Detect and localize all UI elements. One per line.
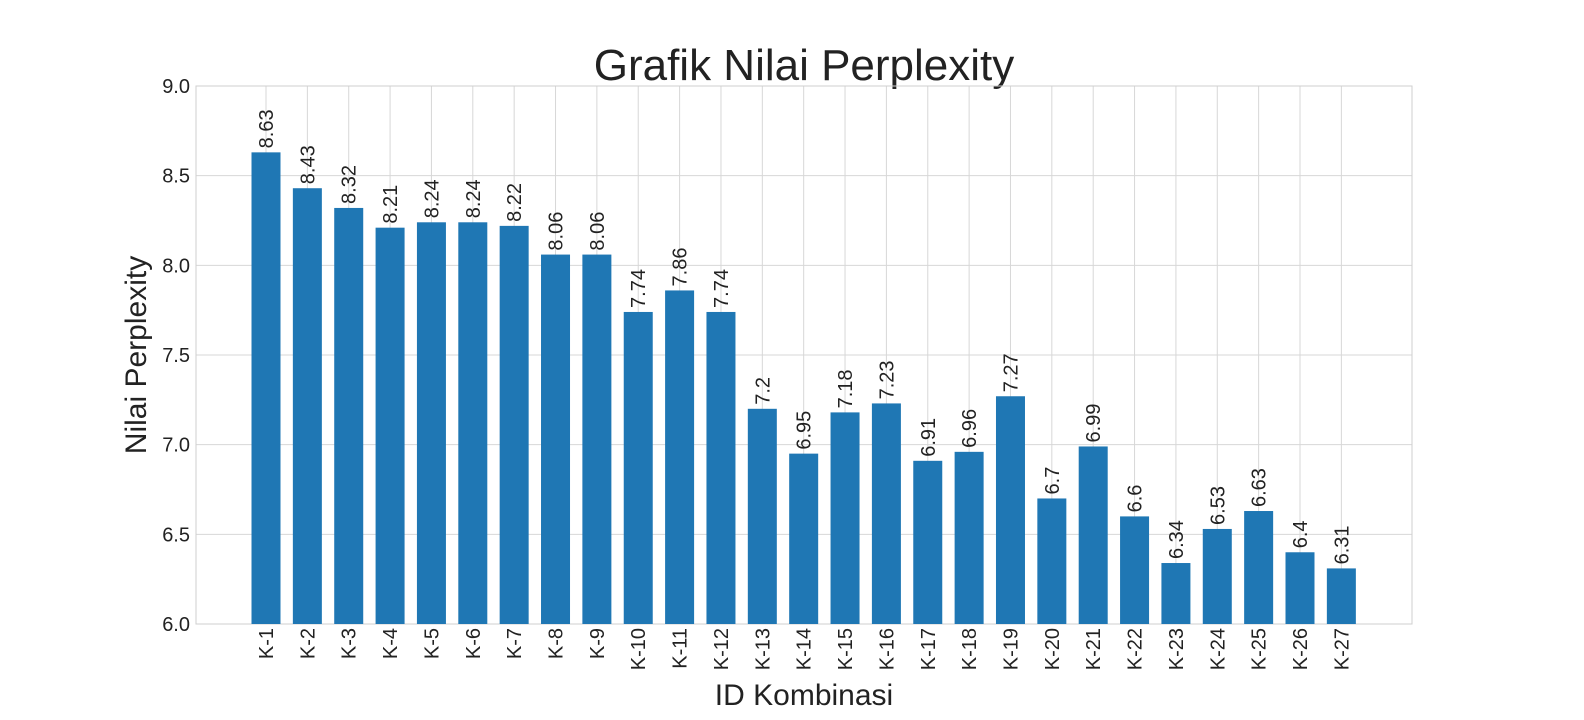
x-tick-label: K-15 <box>835 628 857 670</box>
bar <box>458 222 488 624</box>
bar-value-label: 7.18 <box>835 369 857 408</box>
bars: 8.63 8.43 8.32 8.21 8.24 8.24 8.22 8.06 8.06 7.74… <box>251 109 1356 625</box>
y-tick-label: 8.5 <box>162 166 190 188</box>
bar-value-label: 6.6 <box>1125 485 1147 513</box>
x-tick-label: K-1 <box>256 628 278 659</box>
y-tick-label: 9.0 <box>162 76 190 98</box>
bar <box>995 396 1025 624</box>
bar <box>747 408 777 624</box>
x-tick-label: K-6 <box>463 628 485 659</box>
bar <box>499 225 529 624</box>
bar-value-label: 6.31 <box>1331 525 1353 564</box>
bar <box>1037 498 1067 624</box>
bar-value-label: 7.23 <box>876 360 898 399</box>
bar <box>1202 528 1232 624</box>
y-tick-label: 6.5 <box>162 524 190 546</box>
y-tick-labels: 6.0 6.5 7.0 7.5 8.0 8.5 9.0 <box>162 76 190 636</box>
x-tick-label: K-11 <box>670 628 692 669</box>
bar-value-label: 8.32 <box>339 165 361 204</box>
y-tick-label: 6.0 <box>162 614 190 636</box>
x-tick-label: K-13 <box>752 628 774 670</box>
bar <box>1161 563 1191 624</box>
bar <box>871 403 901 624</box>
bar <box>251 152 281 624</box>
bar <box>1244 511 1274 624</box>
bar-value-label: 8.06 <box>546 212 568 251</box>
bar <box>789 453 819 624</box>
bar <box>706 311 736 624</box>
chart-title: Grafik Nilai Perplexity <box>594 41 1015 90</box>
bar-value-label: 7.86 <box>670 248 692 287</box>
bar <box>623 311 653 624</box>
bar <box>582 254 612 624</box>
bar <box>1285 552 1315 624</box>
y-tick-label: 7.5 <box>162 345 190 367</box>
x-tick-label: K-8 <box>546 628 568 659</box>
y-tick-label: 8.0 <box>162 255 190 277</box>
bar-value-label: 8.24 <box>421 179 443 218</box>
bar <box>665 290 695 624</box>
y-axis-label: Nilai Perplexity <box>120 256 153 454</box>
bar <box>334 207 364 625</box>
x-tick-label: K-16 <box>876 628 898 670</box>
bar <box>541 254 571 624</box>
x-tick-label: K-10 <box>628 628 650 670</box>
x-tick-label: K-9 <box>587 628 609 659</box>
bar <box>1078 446 1108 624</box>
x-tick-label: K-4 <box>380 628 402 659</box>
x-tick-label: K-18 <box>959 628 981 670</box>
x-tick-label: K-21 <box>1083 628 1105 670</box>
bar <box>1326 568 1356 624</box>
bar-value-label: 6.95 <box>794 411 816 450</box>
bar-value-label: 8.63 <box>256 109 278 148</box>
bar-value-label: 8.21 <box>380 185 402 224</box>
bar-value-label: 6.7 <box>1042 467 1064 495</box>
x-tick-label: K-17 <box>918 628 940 670</box>
x-tick-label: K-7 <box>504 628 526 659</box>
bar <box>375 227 405 624</box>
x-tick-label: K-20 <box>1042 628 1064 670</box>
bar-value-label: 6.53 <box>1207 486 1229 525</box>
x-axis-label: ID Kombinasi <box>715 679 893 712</box>
bar-value-label: 6.63 <box>1249 468 1271 507</box>
x-tick-label: K-19 <box>1000 628 1022 670</box>
bar-value-label: 7.74 <box>628 269 650 308</box>
bar <box>292 188 322 624</box>
x-tick-label: K-22 <box>1125 628 1147 670</box>
bar-value-label: 8.24 <box>463 179 485 218</box>
bar-value-label: 8.06 <box>587 212 609 251</box>
x-tick-label: K-3 <box>339 628 361 659</box>
bar-value-label: 6.96 <box>959 409 981 448</box>
bar-value-label: 7.74 <box>711 269 733 308</box>
bar <box>913 460 943 624</box>
x-tick-label: K-12 <box>711 628 733 670</box>
bar-value-label: 6.91 <box>918 418 940 457</box>
bar-value-label: 8.22 <box>504 183 526 222</box>
bar <box>416 222 446 624</box>
bar-value-label: 7.2 <box>752 377 774 405</box>
bar-value-label: 6.99 <box>1083 404 1105 443</box>
x-tick-label: K-2 <box>297 628 319 659</box>
x-tick-label: K-23 <box>1166 628 1188 670</box>
x-tick-label: K-24 <box>1207 628 1229 670</box>
bar-value-label: 6.34 <box>1166 520 1188 559</box>
x-tick-label: K-26 <box>1290 628 1312 670</box>
bar <box>954 451 984 624</box>
bar-value-label: 7.27 <box>1000 353 1022 392</box>
bar <box>1120 516 1150 624</box>
x-tick-label: K-25 <box>1249 628 1271 670</box>
bar-value-label: 6.4 <box>1290 520 1312 548</box>
x-tick-label: K-27 <box>1331 628 1353 670</box>
bar <box>830 412 860 624</box>
x-tick-labels: K-1 K-2 K-3 K-4 K-5 K-6 K-7 K-8 K-9 K-10 K-11 K-12 K… <box>256 628 1353 670</box>
x-tick-label: K-14 <box>794 628 816 670</box>
y-tick-label: 7.0 <box>162 435 190 457</box>
x-tick-label: K-5 <box>421 628 443 659</box>
bar-value-label: 8.43 <box>297 145 319 184</box>
